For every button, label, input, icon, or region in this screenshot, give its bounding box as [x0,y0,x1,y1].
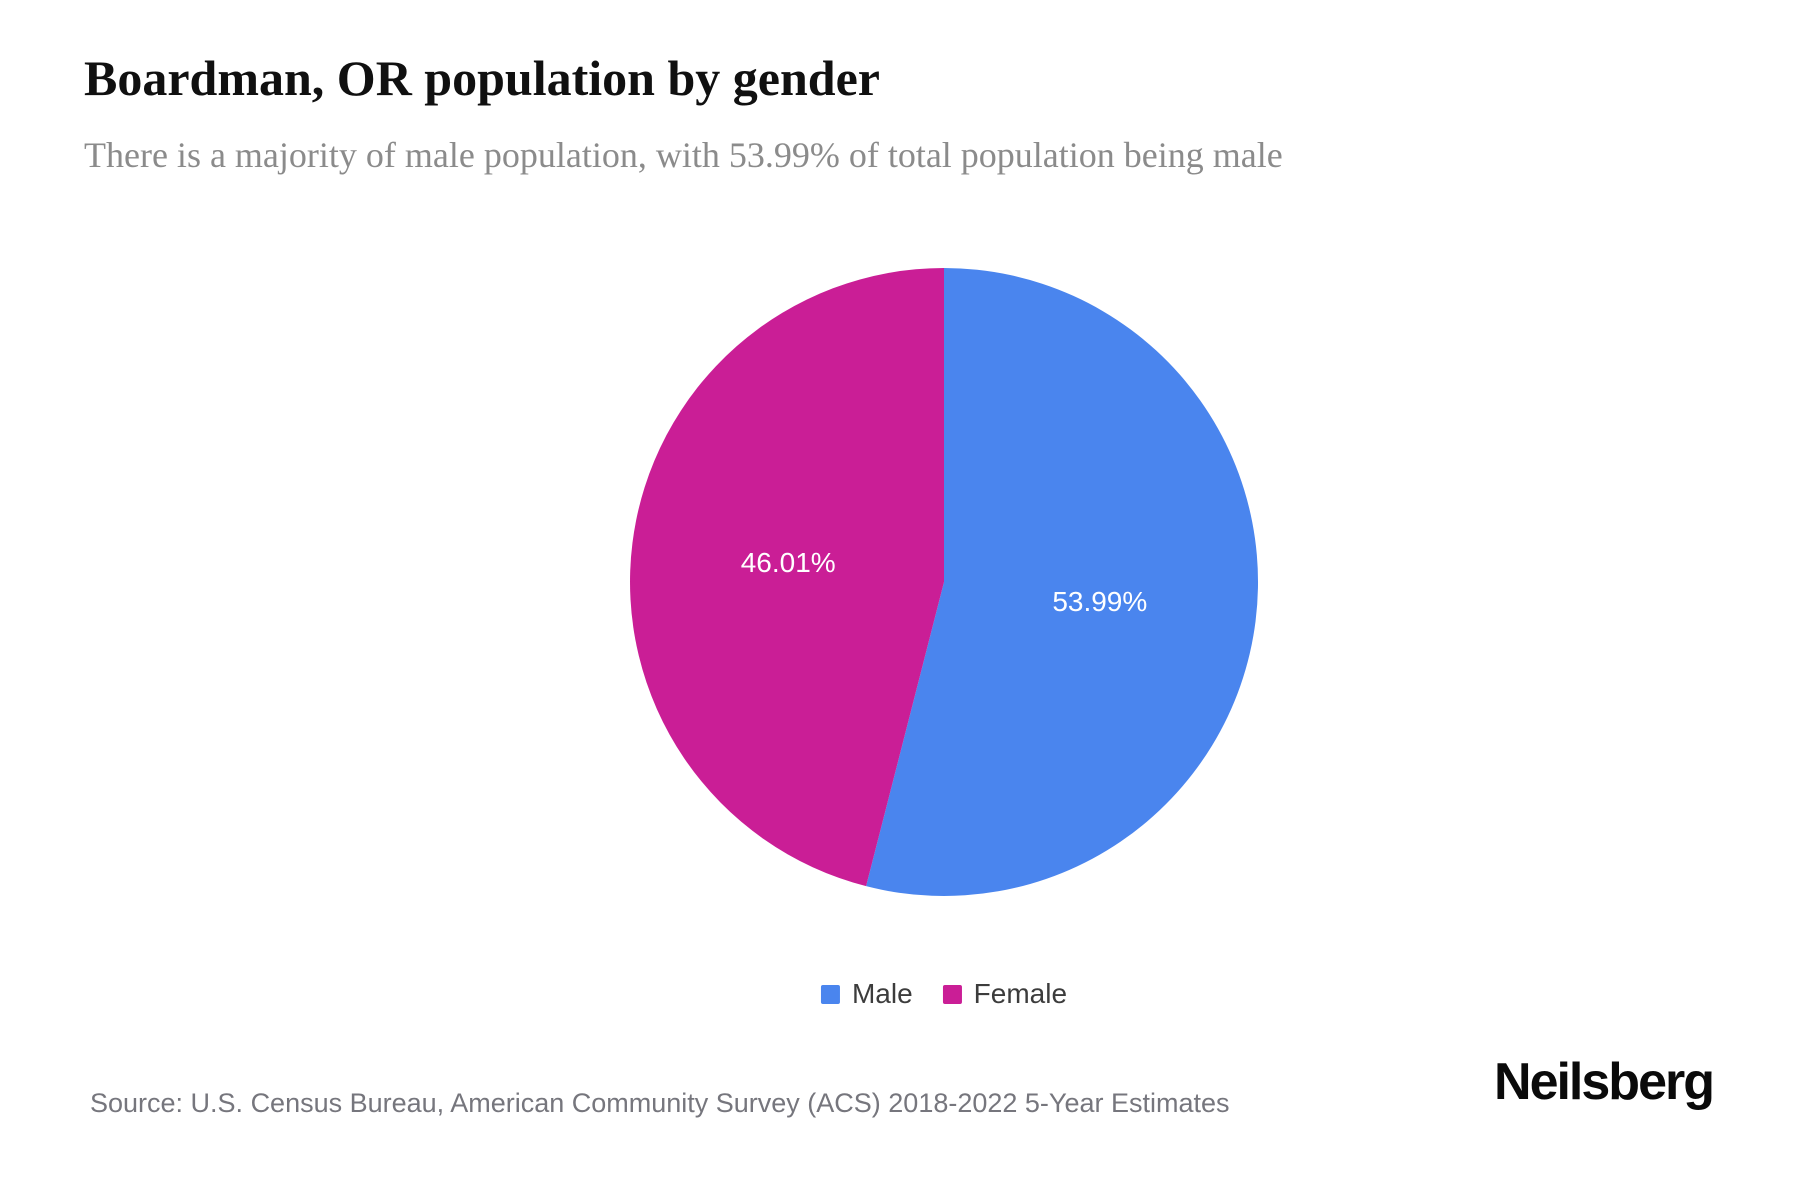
chart-title: Boardman, OR population by gender [84,50,880,106]
legend-label-female: Female [973,978,1068,1009]
legend-label-male: Male [851,978,913,1009]
legend-item-male[interactable]: Male [820,978,913,1010]
pie-slice-label-male: 53.99% [1052,586,1147,617]
pie-slice-female[interactable] [630,268,944,887]
source-attribution: Source: U.S. Census Bureau, American Com… [90,1088,1230,1118]
pie-slice-male[interactable] [866,268,1259,896]
brand-logo: Neilsberg [1494,1053,1715,1111]
female-color-swatch [942,984,962,1004]
male-color-swatch [820,984,840,1004]
pie-slice-label-female: 46.01% [741,547,836,578]
chart-legend: Male Female [820,978,1068,1010]
chart-subtitle: There is a majority of male population, … [84,135,1283,175]
legend-item-female[interactable]: Female [942,978,1068,1010]
